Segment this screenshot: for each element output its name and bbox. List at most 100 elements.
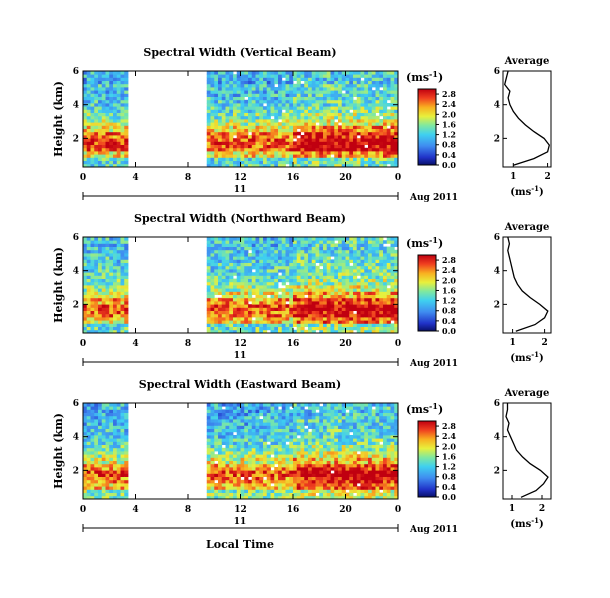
heatmap-cell: [221, 495, 226, 500]
heatmap-cell: [270, 249, 275, 254]
heatmap-cell: [244, 463, 249, 468]
heatmap-cell: [206, 269, 211, 273]
heatmap-cell: [240, 131, 245, 136]
heatmap-cell: [345, 317, 350, 321]
heatmap-cell: [341, 301, 346, 305]
heatmap-cell: [236, 304, 241, 308]
heatmap-cell: [240, 428, 245, 433]
heatmap-cell: [371, 240, 376, 244]
heatmap-cell: [124, 262, 129, 267]
heatmap-cell: [105, 313, 110, 318]
heatmap-cell: [86, 451, 91, 455]
heatmap-cell: [304, 249, 309, 254]
heatmap-cell: [394, 119, 399, 123]
heatmap-cell: [296, 96, 301, 101]
heatmap-cell: [225, 441, 230, 445]
heatmap-cell: [334, 135, 339, 139]
heatmap-cell: [356, 83, 361, 88]
heatmap-cell: [390, 288, 395, 292]
heatmap-cell: [113, 489, 118, 493]
heatmap-cell: [330, 249, 335, 254]
heatmap-cell: [315, 288, 320, 292]
heatmap-cell: [300, 237, 305, 241]
heatmap-cell: [270, 288, 275, 292]
heatmap-cell: [86, 329, 91, 334]
heatmap-cell: [109, 460, 114, 465]
heatmap-cell: [124, 301, 129, 305]
heatmap-cell: [225, 451, 230, 455]
heatmap-cell: [386, 294, 391, 299]
heatmap-cell: [94, 90, 99, 94]
heatmap-cell: [308, 301, 313, 305]
heatmap-cell: [210, 403, 215, 407]
heatmap-cell: [315, 291, 320, 295]
heatmap-cell: [259, 125, 264, 129]
heatmap-cell: [124, 265, 129, 270]
heatmap-cell: [296, 483, 301, 487]
heatmap-cell: [334, 297, 339, 302]
heatmap-cell: [274, 294, 279, 299]
heatmap-cell: [229, 135, 234, 139]
heatmap-cell: [263, 141, 268, 145]
colorbar-tick-label: 1.2: [442, 296, 456, 306]
heatmap-cell: [105, 246, 110, 251]
heatmap-cell: [371, 125, 376, 129]
heatmap-cell: [109, 412, 114, 417]
heatmap-cell: [368, 285, 373, 289]
heatmap-cell: [116, 141, 121, 145]
heatmap-cell: [390, 96, 395, 101]
heatmap-cell: [308, 272, 313, 276]
heatmap-cell: [229, 301, 234, 305]
heatmap-cell: [308, 310, 313, 315]
heatmap-cell: [94, 103, 99, 107]
heatmap-cell: [383, 71, 388, 75]
heatmap-cell: [210, 144, 215, 149]
heatmap-cell: [255, 256, 260, 260]
heatmap-cell: [218, 243, 223, 247]
heatmap-cell: [338, 154, 343, 158]
heatmap-cell: [259, 297, 264, 302]
heatmap-cell: [229, 243, 234, 247]
heatmap-cell: [233, 138, 238, 142]
heatmap-cell: [296, 262, 301, 267]
heatmap-cell: [308, 87, 313, 91]
heatmap-cell: [105, 106, 110, 110]
heatmap-cell: [251, 99, 256, 104]
heatmap-cell: [390, 307, 395, 311]
heatmap-cell: [334, 275, 339, 279]
heatmap-cell: [259, 479, 264, 484]
heatmap-cell: [341, 125, 346, 129]
heatmap-cell: [270, 419, 275, 423]
heatmap-cell: [116, 457, 121, 461]
heatmap-cell: [274, 90, 279, 94]
heatmap-cell: [259, 285, 264, 289]
heatmap-cell: [371, 310, 376, 315]
heatmap-cell: [229, 297, 234, 302]
heatmap-cell: [233, 278, 238, 283]
heatmap-cell: [274, 80, 279, 85]
heatmap-cell: [210, 151, 215, 155]
heatmap-cell: [90, 272, 95, 276]
heatmap-cell: [341, 109, 346, 113]
heatmap-cell: [323, 93, 328, 97]
heatmap-cell: [281, 74, 286, 78]
heatmap-cell: [326, 163, 331, 168]
y-ticks: 246: [73, 233, 398, 310]
heatmap-cell: [120, 304, 125, 308]
heatmap-cell: [240, 412, 245, 417]
heatmap-cell: [296, 122, 301, 126]
y-tick-label: 4: [73, 101, 79, 111]
heatmap-cell: [323, 144, 328, 149]
heatmap-cell: [221, 294, 226, 299]
heatmap-cell: [206, 409, 211, 413]
heatmap-cell: [98, 80, 103, 85]
heatmap-cell: [323, 115, 328, 120]
heatmap-cell: [326, 288, 331, 292]
heatmap-cell: [225, 83, 230, 88]
heatmap-cell: [251, 74, 256, 78]
heatmap-cell: [330, 240, 335, 244]
heatmap-cell: [315, 93, 320, 97]
heatmap-cell: [341, 71, 346, 75]
heatmap-cell: [334, 269, 339, 273]
heatmap-cell: [255, 96, 260, 101]
